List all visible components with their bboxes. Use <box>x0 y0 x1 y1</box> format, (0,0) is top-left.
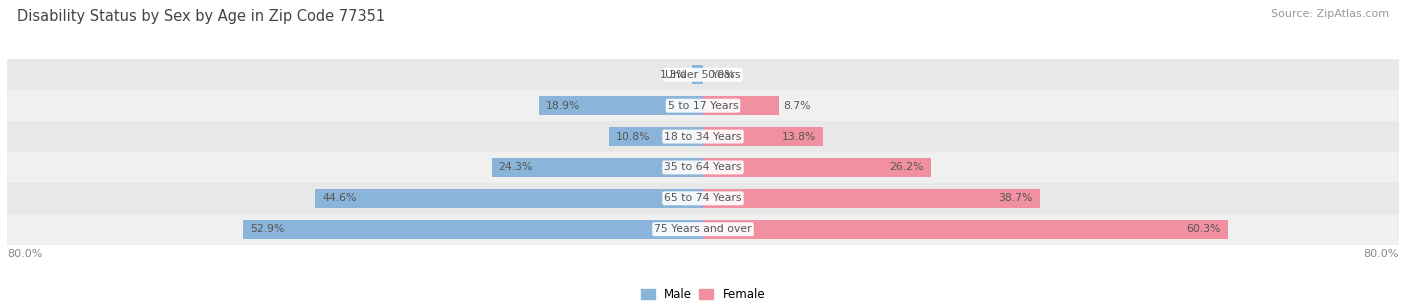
Bar <box>7 90 1399 121</box>
Text: 13.8%: 13.8% <box>782 132 815 142</box>
Bar <box>692 65 703 85</box>
Text: 80.0%: 80.0% <box>1364 249 1399 259</box>
Text: 18.9%: 18.9% <box>546 101 579 111</box>
Bar <box>492 158 703 177</box>
Text: 65 to 74 Years: 65 to 74 Years <box>664 193 742 203</box>
Text: 24.3%: 24.3% <box>499 162 533 172</box>
Text: 10.8%: 10.8% <box>616 132 651 142</box>
Text: 44.6%: 44.6% <box>322 193 356 203</box>
Text: 8.7%: 8.7% <box>783 101 810 111</box>
Bar <box>243 219 703 239</box>
Text: 80.0%: 80.0% <box>7 249 42 259</box>
Text: 52.9%: 52.9% <box>250 224 284 234</box>
Bar <box>703 127 823 146</box>
Bar <box>703 158 931 177</box>
Text: 38.7%: 38.7% <box>998 193 1033 203</box>
Bar <box>7 214 1399 245</box>
Bar <box>703 219 1227 239</box>
Text: Under 5 Years: Under 5 Years <box>665 70 741 80</box>
Bar <box>7 152 1399 183</box>
Bar <box>7 59 1399 90</box>
Text: 35 to 64 Years: 35 to 64 Years <box>664 162 742 172</box>
Text: 60.3%: 60.3% <box>1187 224 1220 234</box>
Text: 1.3%: 1.3% <box>659 70 688 80</box>
Bar <box>703 189 1039 208</box>
Bar <box>703 96 779 115</box>
Text: Source: ZipAtlas.com: Source: ZipAtlas.com <box>1271 9 1389 19</box>
Bar <box>315 189 703 208</box>
Bar <box>7 183 1399 214</box>
Text: 75 Years and over: 75 Years and over <box>654 224 752 234</box>
Bar <box>609 127 703 146</box>
Bar <box>7 121 1399 152</box>
Text: 18 to 34 Years: 18 to 34 Years <box>664 132 742 142</box>
Text: 26.2%: 26.2% <box>890 162 924 172</box>
Text: Disability Status by Sex by Age in Zip Code 77351: Disability Status by Sex by Age in Zip C… <box>17 9 385 24</box>
Legend: Male, Female: Male, Female <box>636 283 770 304</box>
Text: 0.0%: 0.0% <box>707 70 735 80</box>
Text: 5 to 17 Years: 5 to 17 Years <box>668 101 738 111</box>
Bar <box>538 96 703 115</box>
